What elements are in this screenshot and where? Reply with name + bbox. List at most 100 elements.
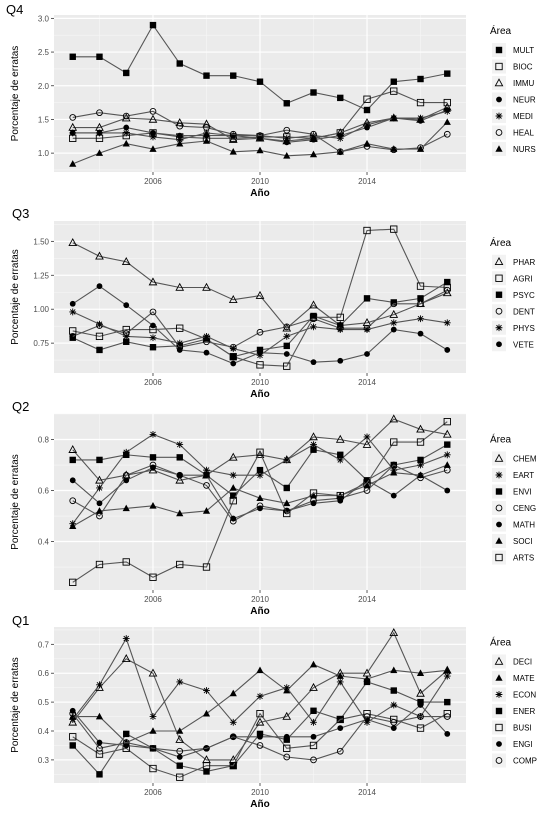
legend-label-comp: COMP — [513, 757, 537, 766]
data-point-envi — [69, 456, 76, 464]
data-point-chem — [442, 429, 452, 438]
data-point-vete — [390, 326, 397, 333]
data-point-ceng — [203, 482, 210, 489]
data-point-medi — [336, 134, 344, 142]
data-point-eart — [336, 456, 344, 464]
data-point-phys — [283, 332, 291, 340]
data-point-neur — [123, 124, 130, 131]
data-point-phar — [228, 294, 238, 303]
data-point-soci — [229, 484, 237, 491]
legend-title: Área — [490, 24, 512, 37]
data-point-engi — [96, 739, 103, 746]
data-point-eart — [96, 484, 103, 492]
data-point-ener — [390, 687, 397, 694]
data-point-mult — [283, 100, 290, 107]
tick-label-y: 0.6 — [38, 669, 50, 678]
legend-label-phys: PHYS — [513, 324, 535, 333]
data-point-arts — [69, 578, 77, 586]
data-point-nurs — [443, 118, 451, 125]
data-point-phys — [96, 320, 103, 328]
data-point-eart — [203, 466, 210, 474]
data-point-comp — [69, 710, 77, 718]
data-point-chem — [175, 475, 185, 484]
data-point-mult — [363, 106, 371, 114]
data-point-dent — [390, 300, 398, 308]
data-point-heal — [283, 126, 291, 134]
series-vete — [69, 283, 451, 367]
data-point-medi — [390, 114, 398, 122]
data-point-mate — [336, 672, 344, 679]
data-point-vete — [230, 360, 237, 367]
series-soci — [69, 461, 451, 530]
data-point-vete — [203, 349, 210, 356]
tick-label-y: 0.4 — [38, 538, 50, 547]
data-point-mult — [149, 21, 157, 29]
data-point-phys — [176, 339, 184, 347]
tick-label-y: 0.3 — [38, 756, 50, 765]
tick-label-x: 2006 — [144, 378, 162, 387]
legend-label-engi: ENGI — [513, 740, 533, 749]
tick-label-y: 2.5 — [38, 48, 50, 57]
data-point-immu — [228, 134, 238, 143]
data-point-arts — [309, 489, 318, 497]
data-point-mate — [149, 727, 157, 734]
data-point-nurs — [390, 145, 398, 152]
data-point-dent — [256, 328, 264, 336]
chart-panel-q2: Q2 2006 2010 2014 0.4 0.6 0.8 Año Porcentaje de … — [10, 399, 537, 617]
x-axis-label: Año — [250, 188, 269, 199]
data-point-soci — [390, 468, 398, 476]
data-point-deci — [121, 654, 131, 663]
data-point-deci — [309, 682, 318, 691]
data-point-heal — [310, 130, 317, 138]
data-point-comp — [443, 713, 451, 720]
data-point-neur — [150, 130, 156, 136]
data-point-vete — [364, 351, 370, 357]
data-point-psyc — [96, 346, 103, 354]
legend-key-bg — [492, 550, 506, 565]
tick-label-y: 0.5 — [38, 698, 50, 707]
data-point-envi — [123, 451, 130, 459]
legend-key-bg — [492, 501, 506, 515]
series-line-comp — [72, 713, 448, 761]
x-axis-label: Año — [250, 389, 269, 400]
data-point-mult — [176, 60, 183, 67]
data-point-vete — [96, 283, 103, 290]
tick-label-y: 0.4 — [38, 727, 50, 736]
y-axis-label: Porcentaje de erratas — [10, 657, 21, 753]
legend-marker-medi — [495, 112, 503, 120]
series-dent — [69, 286, 451, 351]
data-point-nurs — [309, 150, 318, 158]
data-point-medi — [283, 134, 291, 142]
data-point-heal — [203, 124, 210, 131]
data-point-phar — [175, 282, 185, 291]
data-point-vete — [150, 322, 156, 329]
legend-label-neur: NEUR — [513, 96, 536, 105]
data-point-phar — [309, 300, 318, 309]
legend-marker-immu — [494, 78, 504, 87]
data-point-medi — [122, 129, 130, 137]
legend-label-phar: PHAR — [513, 258, 535, 267]
data-point-comp — [417, 713, 424, 720]
data-point-chem — [228, 452, 238, 461]
data-point-nurs — [69, 160, 77, 167]
data-point-mate — [443, 666, 451, 674]
data-point-math — [337, 497, 344, 504]
series-line-heal — [72, 110, 448, 153]
data-point-ceng — [69, 497, 77, 505]
data-point-busi — [149, 764, 157, 773]
data-point-mult — [390, 78, 397, 85]
tick-label-y: 1.00 — [33, 305, 49, 314]
data-point-mate — [176, 727, 184, 734]
data-point-math — [176, 472, 183, 479]
data-point-medi — [363, 121, 371, 129]
data-point-econ — [203, 687, 210, 694]
tick-label-y: 1.50 — [33, 237, 49, 246]
data-point-vete — [310, 359, 317, 366]
data-point-medi — [443, 107, 451, 115]
data-point-mate — [229, 689, 237, 697]
data-point-engi — [337, 725, 344, 732]
legend-marker-mult — [495, 46, 503, 54]
legend-marker-chem — [494, 453, 504, 462]
